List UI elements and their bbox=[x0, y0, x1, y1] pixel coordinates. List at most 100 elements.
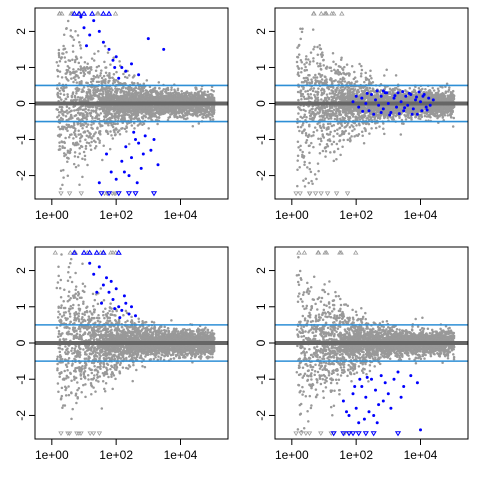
background-point bbox=[64, 72, 67, 75]
background-point bbox=[148, 114, 152, 117]
background-point bbox=[369, 118, 372, 121]
background-point bbox=[111, 82, 115, 85]
background-point bbox=[138, 97, 141, 101]
background-point bbox=[75, 81, 79, 84]
background-point bbox=[124, 90, 128, 94]
background-point bbox=[108, 79, 111, 83]
background-point bbox=[122, 113, 126, 116]
background-point bbox=[136, 112, 139, 115]
background-point bbox=[103, 112, 106, 115]
background-point bbox=[129, 94, 133, 98]
background-point bbox=[171, 111, 175, 115]
background-point bbox=[310, 134, 313, 138]
background-point bbox=[58, 141, 61, 144]
background-point bbox=[96, 127, 99, 130]
background-point bbox=[76, 111, 80, 115]
background-point bbox=[336, 87, 339, 90]
background-point bbox=[81, 123, 84, 126]
background-point bbox=[77, 143, 80, 146]
background-point bbox=[177, 95, 180, 99]
background-point bbox=[96, 88, 100, 91]
y-tick-label: -2 bbox=[14, 170, 28, 181]
background-point bbox=[319, 68, 323, 71]
background-point bbox=[123, 94, 126, 97]
background-point bbox=[182, 117, 186, 120]
highlight-point bbox=[107, 47, 111, 51]
background-point bbox=[115, 111, 118, 115]
background-point bbox=[101, 158, 104, 162]
background-point bbox=[323, 117, 327, 120]
background-point bbox=[160, 92, 164, 96]
background-point bbox=[61, 145, 64, 148]
background-point bbox=[316, 53, 320, 56]
background-point bbox=[92, 89, 95, 92]
background-point bbox=[66, 93, 69, 96]
background-point bbox=[309, 114, 313, 118]
background-point bbox=[104, 106, 108, 109]
background-point bbox=[112, 94, 115, 98]
background-point bbox=[79, 111, 83, 115]
background-point bbox=[451, 89, 455, 93]
highlight-clipped-marker bbox=[115, 191, 122, 197]
background-point bbox=[94, 106, 98, 109]
background-point bbox=[92, 77, 95, 81]
highlight-clipped-marker bbox=[98, 191, 105, 197]
background-point bbox=[300, 97, 303, 101]
background-point bbox=[64, 60, 67, 64]
background-point bbox=[156, 122, 159, 126]
background-point bbox=[142, 82, 146, 85]
background-point bbox=[360, 89, 364, 93]
background-point bbox=[68, 107, 71, 110]
highlight-point bbox=[146, 37, 150, 41]
background-point bbox=[94, 75, 97, 79]
background-point bbox=[429, 116, 432, 119]
background-point bbox=[316, 62, 319, 65]
background-point bbox=[125, 130, 128, 133]
background-point bbox=[330, 95, 333, 99]
background-point bbox=[295, 60, 299, 64]
background-point bbox=[59, 92, 62, 96]
background-point bbox=[137, 117, 141, 120]
highlight-point bbox=[130, 62, 133, 66]
background-point bbox=[102, 74, 106, 78]
background-point bbox=[206, 90, 210, 93]
background-point bbox=[63, 141, 66, 145]
background-point bbox=[141, 123, 144, 126]
background-point bbox=[360, 68, 364, 72]
background-point bbox=[98, 139, 101, 142]
background-point bbox=[69, 29, 73, 32]
background-point bbox=[62, 44, 65, 48]
background-point bbox=[325, 116, 329, 119]
background-point bbox=[176, 98, 179, 101]
background-point bbox=[78, 147, 81, 150]
background-point bbox=[76, 117, 79, 121]
background-point bbox=[316, 162, 320, 165]
background-point bbox=[97, 117, 101, 121]
background-point bbox=[59, 57, 63, 60]
background-point bbox=[77, 76, 80, 79]
background-point bbox=[61, 112, 64, 116]
background-point bbox=[110, 124, 114, 127]
background-point bbox=[302, 179, 305, 182]
background-point bbox=[182, 105, 186, 108]
background-point bbox=[173, 95, 176, 99]
background-point bbox=[57, 125, 60, 129]
background-point bbox=[125, 106, 129, 110]
highlight-point bbox=[101, 40, 105, 44]
background-point bbox=[151, 90, 155, 93]
background-point bbox=[85, 134, 89, 138]
highlight-point bbox=[105, 152, 108, 156]
background-point bbox=[80, 82, 83, 86]
background-point bbox=[83, 60, 87, 64]
background-point bbox=[79, 67, 83, 70]
background-point bbox=[132, 94, 135, 97]
background-point bbox=[81, 114, 84, 117]
background-point bbox=[56, 75, 60, 78]
background-clipped-marker bbox=[101, 191, 108, 197]
background-point bbox=[74, 55, 78, 58]
background-point bbox=[176, 116, 179, 119]
background-point bbox=[296, 159, 299, 162]
background-point bbox=[98, 141, 101, 145]
background-point bbox=[82, 86, 86, 89]
background-point bbox=[103, 60, 106, 64]
